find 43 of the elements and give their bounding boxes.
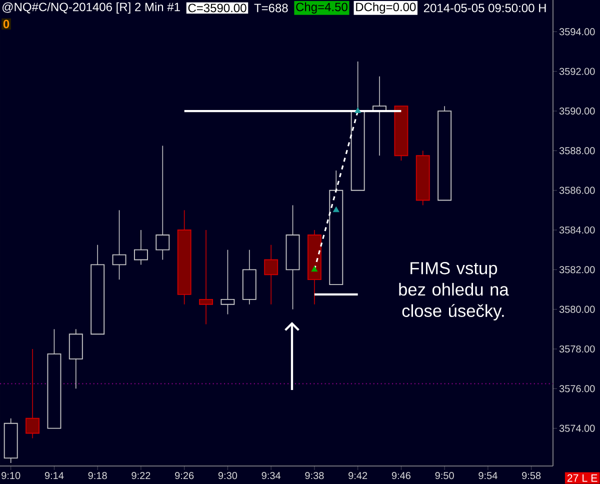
y-tick-label: 3594.00 — [559, 28, 595, 36]
annotation: T=688 — [254, 4, 288, 12]
x-tick-label: 9:22 — [132, 472, 150, 480]
x-tick-label: 9:42 — [348, 472, 368, 480]
y-tick-label: 3576.00 — [559, 385, 595, 392]
x-tick-label: 9:34 — [262, 472, 281, 480]
point — [311, 266, 318, 272]
x-tick-label: 9:26 — [175, 472, 194, 480]
annotation: 0 — [3, 20, 10, 28]
candlestick — [220, 249, 235, 315]
annotation: 2014-05-05 09:50:00 H — [424, 4, 546, 12]
annotation: Chg=4.50 — [296, 2, 348, 14]
candlestick — [134, 230, 148, 266]
candlestick — [199, 230, 213, 325]
candlestick — [26, 348, 40, 439]
y-tick-label: 3590.00 — [559, 107, 595, 115]
x-tick-label: 9:10 — [2, 472, 20, 480]
y-tick-label: 3588.00 — [559, 147, 595, 154]
point — [332, 206, 340, 212]
x-tick-label: 9:14 — [44, 472, 64, 480]
x-tick-label: 9:30 — [218, 472, 238, 480]
x-tick-label: 9:54 — [478, 472, 498, 480]
y-tick-label: 3592.00 — [559, 68, 595, 75]
point — [354, 107, 361, 113]
chart-title: @NQ#C/NQ-201406 [R] 2 Min #1 — [2, 2, 180, 14]
annotation: FIMS vstup bez ohledu na close úsečky. — [399, 262, 509, 320]
text: 27 L E — [567, 474, 598, 482]
y-tick-label: 3582.00 — [559, 266, 595, 274]
y-tick-label: 3574.00 — [559, 424, 595, 432]
y-tick-label: 3586.00 — [559, 186, 595, 194]
candlestick — [112, 210, 126, 280]
x-tick-label: 9:38 — [305, 472, 324, 480]
annotation: DChg=0.00 — [356, 2, 416, 14]
x-tick-label: 9:46 — [392, 472, 410, 480]
x-tick-label: 9:18 — [88, 472, 107, 480]
y-tick-label: 3580.00 — [559, 306, 595, 313]
x-tick-label: 9:58 — [522, 472, 541, 480]
y-tick-label: 3578.00 — [559, 345, 595, 353]
annotation: C=3590.00 — [188, 4, 246, 12]
candlestick — [156, 145, 170, 260]
y-tick-label: 3584.00 — [559, 226, 595, 234]
x-tick-label: 9:50 — [435, 472, 454, 480]
candlestick — [264, 244, 278, 305]
